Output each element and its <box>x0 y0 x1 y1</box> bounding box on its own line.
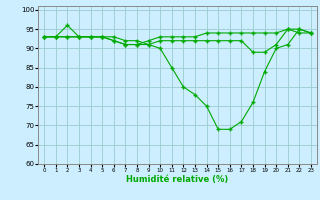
X-axis label: Humidité relative (%): Humidité relative (%) <box>126 175 229 184</box>
